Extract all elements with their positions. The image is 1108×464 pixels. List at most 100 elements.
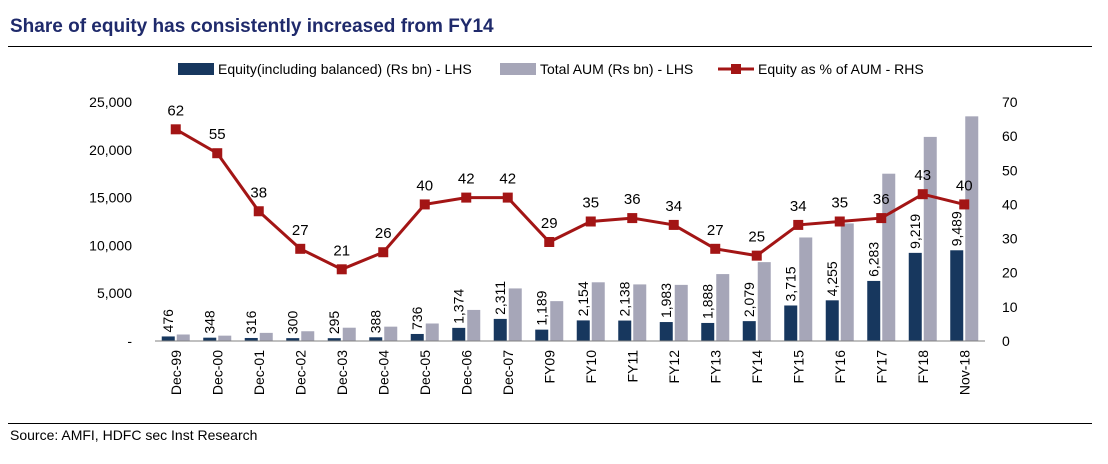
equity-pct-label: 27 bbox=[707, 222, 724, 239]
x-axis-label: FY11 bbox=[624, 350, 640, 383]
equity-bar-label: 1,374 bbox=[451, 289, 467, 324]
chart-canvas: Equity(including balanced) (Rs bn) - LHS… bbox=[89, 61, 1018, 395]
x-axis-label: FY13 bbox=[707, 350, 723, 384]
legend: Equity(including balanced) (Rs bn) - LHS… bbox=[178, 61, 924, 77]
source-divider bbox=[8, 423, 1092, 424]
x-axis-label: Dec-05 bbox=[417, 350, 433, 395]
equity-pct-marker bbox=[295, 243, 306, 254]
equity-pct-label: 21 bbox=[333, 242, 350, 259]
y-right-tick-label: 10 bbox=[1002, 299, 1018, 315]
equity-pct-label: 40 bbox=[416, 177, 433, 194]
x-axis-label: Nov-18 bbox=[956, 350, 972, 395]
equity-bar bbox=[493, 318, 507, 341]
equity-pct-label: 35 bbox=[582, 195, 599, 212]
equity-bar bbox=[618, 320, 632, 341]
y-axis-right: 0 10 20 30 40 50 60 70 bbox=[1002, 94, 1018, 349]
equity-pct-marker bbox=[502, 192, 513, 203]
equity-pct-label: 43 bbox=[914, 167, 931, 184]
equity-bar-label: 316 bbox=[243, 310, 259, 334]
total-aum-bar bbox=[301, 331, 315, 341]
source-note: Source: AMFI, HDFC sec Inst Research bbox=[10, 427, 258, 443]
equity-pct-label: 26 bbox=[375, 225, 392, 242]
x-axis-label: Dec-00 bbox=[209, 350, 225, 395]
equity-bar-label: 1,983 bbox=[658, 283, 674, 318]
equity-pct-label: 40 bbox=[956, 177, 973, 194]
equity-bar-label: 736 bbox=[409, 306, 425, 330]
total-aum-bars bbox=[176, 116, 979, 341]
equity-bar bbox=[452, 327, 466, 341]
equity-bar bbox=[535, 329, 549, 341]
x-axis-label: Dec-01 bbox=[251, 350, 267, 395]
equity-bar-label: 9,219 bbox=[907, 214, 923, 249]
total-aum-bar bbox=[840, 223, 854, 341]
equity-bar bbox=[369, 337, 383, 341]
y-right-tick-label: 0 bbox=[1002, 333, 1010, 349]
equity-bar bbox=[742, 321, 756, 341]
equity-pct-marker bbox=[461, 192, 472, 203]
legend-marker-equity-pct bbox=[731, 64, 741, 74]
equity-bar bbox=[908, 252, 922, 341]
x-axis-label: FY09 bbox=[541, 350, 557, 384]
x-axis-label: FY17 bbox=[873, 350, 889, 384]
equity-bar-label: 2,138 bbox=[617, 281, 633, 316]
equity-bar bbox=[825, 300, 839, 341]
equity-bar bbox=[659, 322, 673, 341]
equity-pct-marker bbox=[751, 250, 762, 261]
x-axis-label: Dec-07 bbox=[500, 350, 516, 395]
total-aum-bar bbox=[633, 284, 647, 341]
x-axis-label: Dec-02 bbox=[292, 350, 308, 395]
chart-title: Share of equity has consistently increas… bbox=[10, 16, 494, 37]
total-aum-bar bbox=[425, 323, 439, 341]
total-aum-bar bbox=[716, 274, 730, 341]
equity-pct-marker bbox=[419, 199, 430, 210]
equity-pct-marker bbox=[668, 219, 679, 230]
equity-bar-label: 388 bbox=[368, 310, 384, 334]
equity-bar bbox=[244, 337, 258, 341]
equity-bar bbox=[576, 320, 590, 341]
x-axis-label: Dec-06 bbox=[458, 350, 474, 395]
y-left-tick-label: 20,000 bbox=[89, 142, 132, 158]
equity-bar-label: 3,715 bbox=[783, 266, 799, 301]
equity-bar bbox=[867, 280, 881, 341]
equity-pct-line: 62 55 38 27 21 26 40 42 42 29 35 36 34 27 25 34 35 36 43 40 bbox=[167, 102, 973, 275]
x-axis-label: FY15 bbox=[790, 350, 806, 384]
equity-pct-label: 34 bbox=[790, 198, 807, 215]
y-right-tick-label: 20 bbox=[1002, 265, 1018, 281]
total-aum-bar bbox=[342, 327, 356, 341]
total-aum-bar bbox=[176, 334, 190, 341]
equity-bar-label: 2,311 bbox=[492, 281, 508, 315]
equity-pct-polyline bbox=[175, 128, 965, 271]
equity-pct-marker bbox=[336, 264, 347, 275]
equity-bar-label: 295 bbox=[326, 311, 342, 335]
equity-pct-marker bbox=[253, 206, 264, 217]
y-axis-left: - 5,000 10,000 15,000 20,000 25,000 bbox=[89, 94, 132, 349]
equity-bar bbox=[410, 333, 424, 341]
y-left-tick-label: 15,000 bbox=[89, 190, 132, 206]
total-aum-bar bbox=[965, 116, 979, 341]
equity-bars bbox=[161, 250, 964, 341]
x-axis-label: FY18 bbox=[915, 350, 931, 384]
total-aum-bar bbox=[757, 262, 771, 341]
x-axis-label: FY12 bbox=[666, 350, 682, 384]
x-axis-label: FY16 bbox=[832, 350, 848, 384]
y-right-tick-label: 40 bbox=[1002, 196, 1018, 212]
total-aum-bar bbox=[923, 136, 937, 341]
total-aum-bar bbox=[799, 237, 813, 341]
equity-bar-label: 476 bbox=[160, 309, 176, 333]
total-aum-bar bbox=[550, 301, 564, 341]
equity-pct-label: 29 bbox=[541, 215, 558, 232]
equity-bar-label: 6,283 bbox=[866, 242, 882, 277]
equity-pct-label: 36 bbox=[624, 191, 641, 208]
equity-pct-label: 35 bbox=[831, 195, 848, 212]
equity-pct-marker bbox=[917, 189, 928, 200]
legend-label-equity: Equity(including balanced) (Rs bn) - LHS bbox=[218, 61, 472, 77]
total-aum-bar bbox=[218, 335, 232, 341]
equity-pct-label: 42 bbox=[458, 171, 475, 188]
equity-pct-marker bbox=[170, 124, 181, 135]
equity-bar bbox=[161, 336, 175, 341]
legend-swatch-equity bbox=[178, 63, 214, 75]
equity-pct-marker bbox=[834, 216, 845, 227]
equity-pct-marker bbox=[793, 219, 804, 230]
x-axis-label: FY14 bbox=[749, 350, 765, 384]
total-aum-bar bbox=[467, 309, 481, 341]
